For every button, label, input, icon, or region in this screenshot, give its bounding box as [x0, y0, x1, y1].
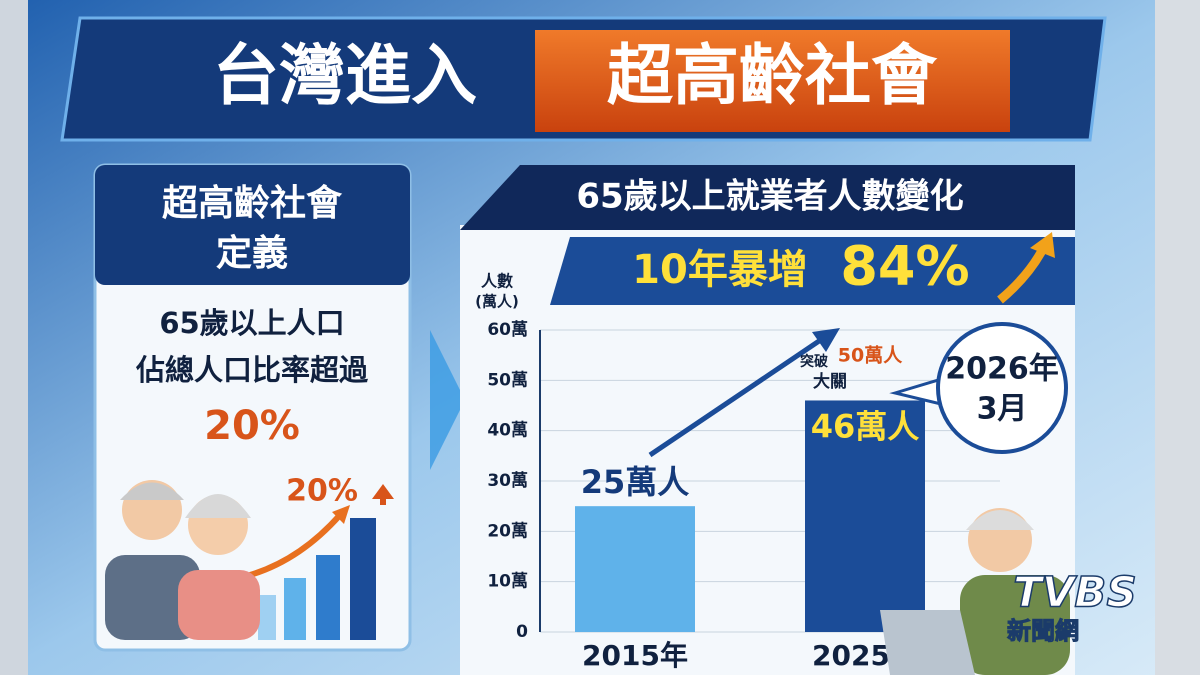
- title-highlight-box: [535, 30, 1010, 132]
- definition-heading: 定義: [216, 233, 288, 274]
- definition-heading-box: [95, 165, 410, 285]
- connector: [430, 330, 465, 470]
- y-axis-label: (萬人): [475, 293, 519, 311]
- x-tick-label: 2015年: [582, 639, 688, 672]
- chart-title-box: [460, 165, 1075, 230]
- trend-arrow: [648, 334, 827, 458]
- title-highlight: 超高齡社會: [607, 37, 938, 114]
- chart-subtitle-box: [550, 237, 1075, 305]
- y-tick-label: 30萬: [487, 470, 528, 491]
- illustration: [966, 510, 1034, 530]
- annotation-highlight: 50萬人: [838, 345, 903, 367]
- y-tick-label: 10萬: [487, 571, 528, 592]
- annotation: 大關: [813, 371, 847, 392]
- y-tick-label: 40萬: [487, 420, 528, 441]
- value-label: 46萬人: [811, 407, 920, 445]
- illustration-label: 20%: [286, 474, 358, 509]
- y-tick-label: 0: [516, 622, 528, 642]
- illustration: [880, 610, 975, 675]
- chart-subtitle-highlight: 84%: [840, 235, 969, 298]
- chart-subtitle: 10年暴增: [632, 247, 808, 293]
- trend-arrow-head: [812, 328, 840, 352]
- illustration: [960, 575, 1070, 675]
- callout-text: 3月: [977, 392, 1028, 427]
- definition-threshold: 20%: [204, 403, 300, 449]
- y-axis-label: 人數: [481, 272, 513, 291]
- callout-text: 2026年: [945, 352, 1059, 387]
- title: 台灣進入: [213, 37, 477, 114]
- y-tick-label: 20萬: [487, 520, 528, 541]
- logo-sub: 新聞網: [1007, 617, 1079, 645]
- annotation: 突破: [800, 353, 828, 370]
- value-label: 25萬人: [581, 463, 690, 501]
- bar: [805, 400, 925, 632]
- y-tick-label: 50萬: [487, 369, 528, 390]
- illustration: [105, 480, 394, 640]
- definition-body: 佔總人口比率超過: [135, 353, 369, 387]
- edge: [1155, 0, 1200, 675]
- definition-body: 65歲以上人口: [159, 306, 344, 340]
- chart-title: 65歲以上就業者人數變化: [576, 177, 963, 217]
- callout: [936, 322, 1068, 454]
- definition-heading: 超高齡社會: [162, 183, 343, 224]
- bar: [575, 506, 695, 632]
- y-tick-label: 60萬: [487, 319, 528, 340]
- rise-arrow-head: [1030, 232, 1055, 258]
- edge: [0, 0, 28, 675]
- logo-brand: TVBS: [1013, 568, 1136, 617]
